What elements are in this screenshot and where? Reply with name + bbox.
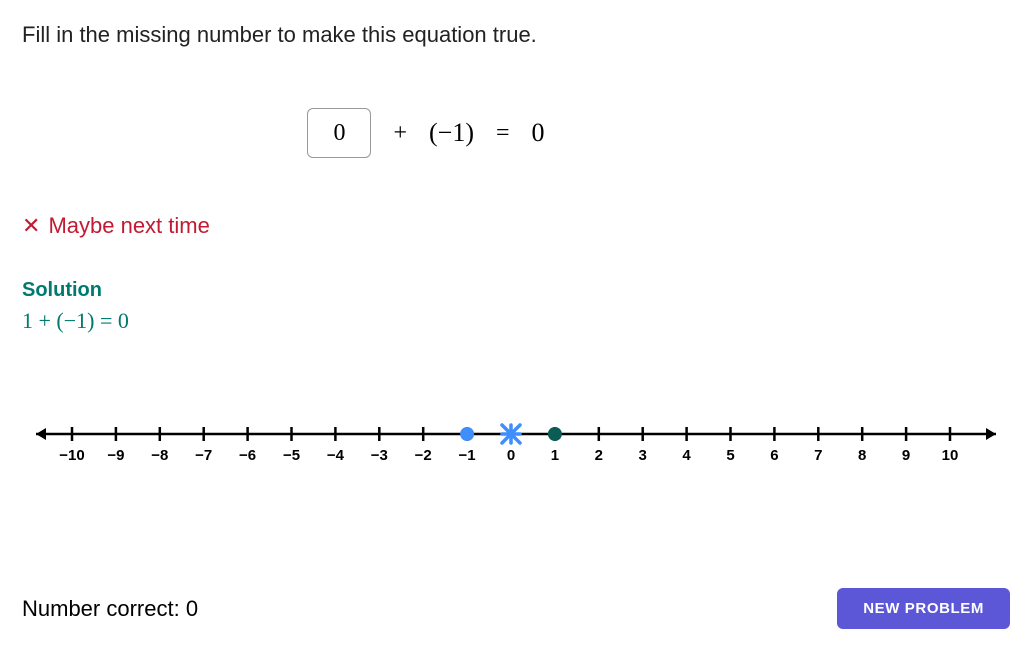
svg-text:−5: −5 [283,447,300,464]
svg-text:10: 10 [942,447,959,464]
new-problem-button[interactable]: NEW PROBLEM [837,588,1010,629]
svg-text:−9: −9 [107,447,124,464]
equals-sign: = [496,120,510,147]
svg-text:−2: −2 [415,447,432,464]
feedback-message: ✕ Maybe next time [22,213,1010,239]
svg-text:2: 2 [595,447,603,464]
svg-text:−3: −3 [371,447,388,464]
answer-input[interactable] [307,108,371,158]
equation-result: 0 [532,118,545,148]
footer-row: Number correct: 0 NEW PROBLEM [22,588,1010,629]
score-label: Number correct: [22,596,186,621]
svg-text:−7: −7 [195,447,212,464]
score-text: Number correct: 0 [22,596,198,622]
instruction-text: Fill in the missing number to make this … [22,22,1010,48]
equation-term-b: (−­1) [429,118,474,148]
svg-text:4: 4 [682,447,691,464]
equation-row: + (−­1) = 0 [22,108,1010,158]
feedback-text: Maybe next time [48,213,209,239]
svg-text:5: 5 [726,447,734,464]
svg-text:−8: −8 [151,447,168,464]
svg-text:−6: −6 [239,447,256,464]
score-value: 0 [186,596,198,621]
svg-text:6: 6 [770,447,778,464]
number-line-svg[interactable]: −10−9−8−7−6−5−4−3−2−1012345678910 [22,414,1010,478]
svg-text:0: 0 [507,447,515,464]
svg-text:9: 9 [902,447,910,464]
svg-text:7: 7 [814,447,822,464]
svg-text:1: 1 [551,447,559,464]
plus-sign: + [393,120,407,147]
svg-text:−4: −4 [327,447,345,464]
svg-text:−1: −1 [459,447,476,464]
svg-text:3: 3 [639,447,647,464]
solution-expression: 1 + (−1) = 0 [22,308,1010,334]
svg-text:−10: −10 [59,447,84,464]
svg-text:8: 8 [858,447,866,464]
solution-heading: Solution [22,279,1010,302]
wrong-icon: ✕ [22,215,40,237]
number-line: −10−9−8−7−6−5−4−3−2−1012345678910 [22,414,1010,478]
